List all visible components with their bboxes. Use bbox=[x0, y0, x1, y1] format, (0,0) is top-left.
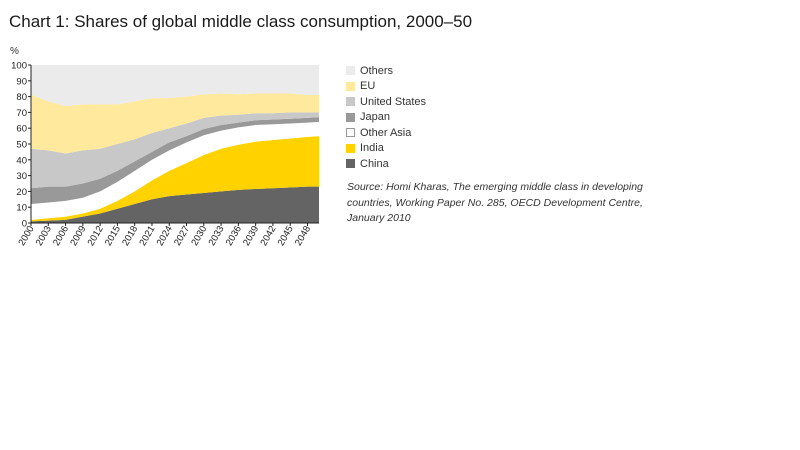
legend-item-others: Others bbox=[346, 63, 426, 79]
area-other-asia bbox=[31, 121, 319, 220]
legend-label: Others bbox=[360, 64, 394, 77]
legend-item-eu: EU bbox=[346, 79, 426, 95]
y-tick-label: 20 bbox=[16, 187, 27, 198]
legend-swatch bbox=[346, 66, 355, 76]
legend: Others EU United States Japan Other Asia Indi… bbox=[346, 63, 426, 172]
chart-title: Chart 1: Shares of global middle class c… bbox=[9, 12, 473, 31]
legend-item-other-asia: Other Asia bbox=[346, 125, 426, 141]
legend-swatch bbox=[346, 159, 355, 169]
x-tick-label: 2015 bbox=[103, 224, 123, 248]
x-tick-label: 2039 bbox=[241, 224, 261, 248]
y-tick-label: 40 bbox=[16, 155, 27, 166]
area-eu bbox=[31, 93, 319, 154]
chart-svg: 0102030405060708090100200020032006200920… bbox=[11, 61, 319, 248]
legend-label: Other Asia bbox=[360, 126, 412, 139]
legend-swatch bbox=[346, 97, 355, 107]
x-tick-label: 2045 bbox=[276, 224, 296, 248]
x-tick-label: 2009 bbox=[68, 224, 88, 248]
x-tick-label: 2036 bbox=[224, 224, 244, 248]
x-tick-label: 2006 bbox=[51, 224, 71, 248]
area-united-states bbox=[31, 112, 319, 189]
y-tick-label: 70 bbox=[16, 108, 27, 119]
x-tick-label: 2033 bbox=[207, 224, 227, 248]
area-china bbox=[31, 186, 319, 223]
legend-item-india: India bbox=[346, 141, 426, 157]
legend-label: Japan bbox=[360, 111, 390, 124]
y-tick-label: 60 bbox=[16, 124, 27, 135]
legend-item-japan: Japan bbox=[346, 110, 426, 126]
y-axis-label: % bbox=[10, 46, 19, 57]
legend-label: United States bbox=[360, 95, 427, 108]
x-tick-label: 2000 bbox=[17, 224, 37, 248]
y-tick-label: 90 bbox=[16, 76, 27, 87]
y-tick-label: 100 bbox=[11, 61, 27, 72]
area-india bbox=[31, 136, 319, 222]
y-tick-label: 10 bbox=[16, 203, 27, 214]
area-japan bbox=[31, 117, 319, 205]
legend-swatch bbox=[346, 128, 355, 138]
y-tick-label: 80 bbox=[16, 92, 27, 103]
y-tick-label: 50 bbox=[16, 140, 27, 151]
legend-label: India bbox=[360, 142, 384, 155]
x-tick-label: 2042 bbox=[258, 224, 278, 248]
x-tick-label: 2027 bbox=[172, 224, 192, 248]
legend-label: EU bbox=[360, 80, 376, 93]
x-tick-label: 2003 bbox=[34, 224, 54, 248]
y-tick-label: 0 bbox=[22, 219, 27, 230]
legend-swatch bbox=[346, 143, 355, 153]
x-tick-label: 2048 bbox=[293, 224, 313, 248]
legend-swatch bbox=[346, 112, 355, 122]
legend-swatch bbox=[346, 81, 355, 91]
x-tick-label: 2018 bbox=[120, 224, 140, 248]
legend-item-china: China bbox=[346, 156, 426, 172]
legend-label: China bbox=[360, 157, 389, 170]
y-tick-label: 30 bbox=[16, 171, 27, 182]
x-tick-label: 2021 bbox=[137, 224, 157, 248]
legend-item-united-states: United States bbox=[346, 94, 426, 110]
source-note: Source: Homi Kharas, The emerging middle… bbox=[347, 181, 643, 224]
area-others bbox=[31, 65, 319, 107]
x-tick-label: 2030 bbox=[189, 224, 209, 248]
x-tick-label: 2012 bbox=[86, 224, 106, 248]
x-tick-label: 2024 bbox=[155, 224, 175, 248]
